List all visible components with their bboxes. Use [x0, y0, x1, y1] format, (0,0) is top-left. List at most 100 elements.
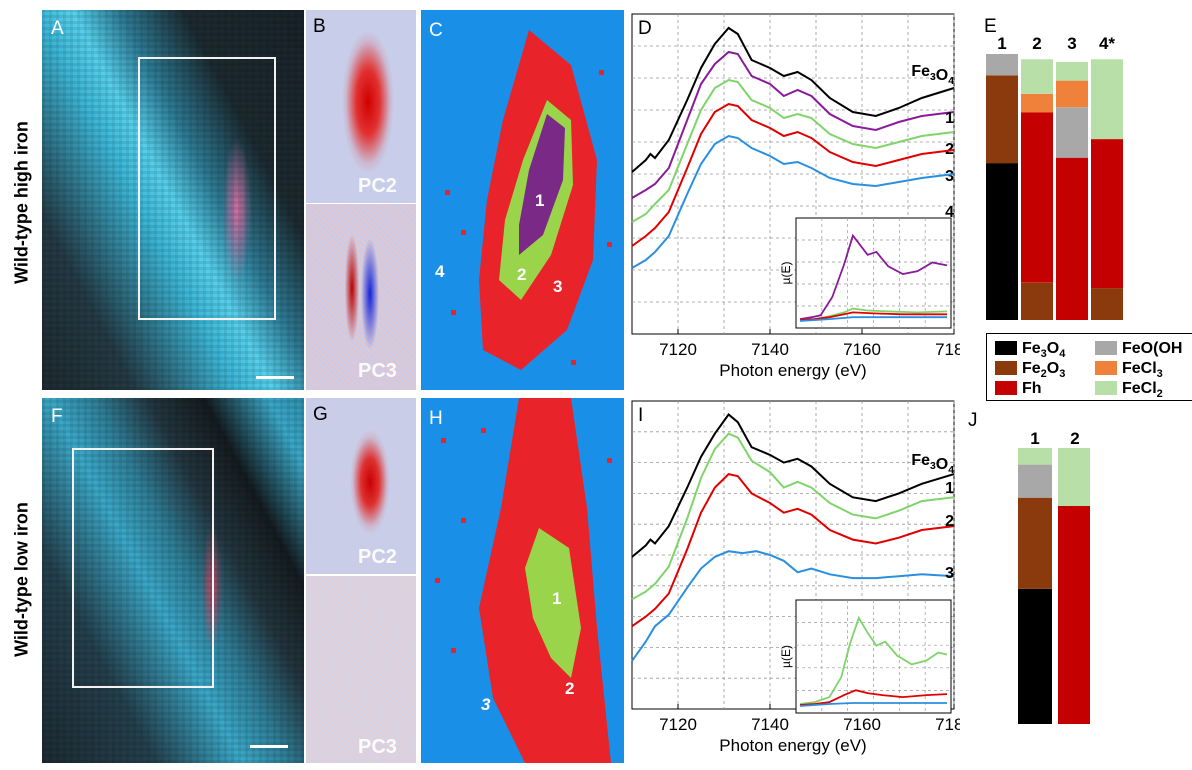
bar-category-label-4*: 4* — [1099, 34, 1115, 53]
bar-segment-3-Fh — [1056, 157, 1088, 320]
x-tick-label: 7160 — [843, 715, 881, 734]
pc3-label-b: PC3 — [358, 360, 397, 382]
bar-segment-2-FeCl2 — [1021, 59, 1053, 94]
pc2-label-b: PC2 — [358, 175, 397, 197]
bar-segment-1-Fe3O4 — [986, 163, 1018, 320]
legend-swatch — [1095, 381, 1117, 395]
roi-box-f — [72, 448, 214, 688]
legend-swatch — [1095, 361, 1117, 375]
bar-category-label-2: 2 — [1070, 429, 1079, 448]
bar-segment-1-FeOOH — [986, 54, 1018, 76]
legend-item-Fe2O3: Fe2O3 — [995, 360, 1065, 380]
bar-category-label-3: 3 — [1067, 34, 1076, 53]
bar-segment-1-Fe2O3 — [1018, 497, 1052, 589]
stacked-bar-chart-e: E 1 2 3 4* — [984, 16, 1123, 320]
panel-letter-b: B — [313, 16, 326, 37]
bar-category-label-2: 2 — [1032, 34, 1041, 53]
region-label-c-3: 3 — [553, 277, 562, 296]
region-label-h-2: 2 — [565, 679, 574, 698]
region-label-c-1: 1 — [535, 191, 544, 210]
x-tick-label: 7120 — [659, 340, 697, 359]
roi-box-a — [138, 57, 276, 320]
bar-category-label-1: 1 — [1030, 429, 1039, 448]
bar-segment-3-FeCl3 — [1056, 80, 1088, 108]
panel-letter-g: G — [313, 404, 328, 425]
bar-segment-3-FeOOH — [1056, 107, 1088, 158]
x-axis-label: Photon energy (eV) — [719, 736, 866, 755]
scale-bar-f — [250, 745, 288, 748]
row-label-high-iron: Wild-type high iron — [11, 121, 32, 284]
bar-segment-1-FeOOH — [1018, 464, 1052, 498]
stacked-bar-chart-j: J 1 2 — [968, 410, 1090, 724]
legend-swatch — [995, 361, 1017, 375]
bar-segment-1-Fe2O3 — [986, 75, 1018, 164]
bar-segment-2-Fh — [1058, 506, 1090, 724]
legend-swatch — [995, 381, 1017, 395]
region-label-h-1: 1 — [552, 589, 561, 608]
inset-spectrum-line-2 — [799, 689, 948, 706]
spectrum-line-2 — [631, 78, 955, 223]
spectrum-line-Fe3O4 — [631, 413, 955, 558]
inset-spectrum-line-3 — [799, 702, 947, 707]
panel-letter-h: H — [429, 408, 443, 429]
legend-item-FeCl3: FeCl3 — [1095, 360, 1163, 380]
bar-segment-1-FeCl2 — [1018, 448, 1052, 465]
series-label-2: 2 — [945, 513, 954, 530]
micrograph-f: F — [42, 398, 304, 763]
panel-letter-f: F — [51, 406, 63, 427]
legend-item-Fe3O4: Fe3O4 — [995, 340, 1065, 360]
series-label-3: 3 — [945, 565, 954, 582]
pc2-label-g: PC2 — [358, 546, 397, 568]
scale-bar-a — [256, 376, 294, 379]
bar-segment-4*-Fe2O3 — [1091, 288, 1123, 320]
pc-map-g-pc3: PC3 — [306, 576, 416, 763]
bar-segment-2-FeCl2 — [1058, 448, 1090, 506]
panel-letter-j: J — [968, 410, 978, 431]
series-label-1: 1 — [945, 110, 954, 127]
pc-map-b-pc3: PC3 — [306, 204, 416, 390]
x-tick-label: 7160 — [843, 340, 881, 359]
series-label-2: 2 — [945, 141, 954, 158]
x-axis-label: Photon energy (eV) — [719, 361, 866, 380]
spectrum-line-1 — [631, 50, 955, 199]
bar-segment-4*-Fh — [1091, 139, 1123, 289]
series-label-4: 4 — [945, 204, 954, 221]
legend-item-Fh: Fh — [995, 380, 1042, 398]
legend-item-FeCl2: FeCl2 — [1095, 380, 1163, 400]
bar-segment-2-FeCl3 — [1021, 93, 1053, 113]
panel-letter-e: E — [984, 16, 997, 37]
pc-map-b-pc2: B PC2 — [306, 10, 416, 203]
series-label-3: 3 — [945, 168, 954, 185]
panel-letter-c: C — [429, 20, 443, 41]
series-label-Fe3O4: Fe3O4 — [911, 63, 954, 87]
region-map-c: 1 2 3 4 C — [421, 10, 624, 390]
bar-category-label-1: 1 — [997, 34, 1006, 53]
bar-segment-3-FeCl2 — [1056, 62, 1088, 81]
x-tick-label: 7180 — [935, 340, 960, 359]
spectra-chart-i: I 7120 7140 7160 7180 Photon energy (eV) Fe3O… — [631, 400, 960, 755]
bar-segment-2-Fe2O3 — [1021, 282, 1053, 320]
x-tick-label: 7140 — [751, 340, 789, 359]
spectrum-line-Fe3O4 — [631, 26, 955, 173]
inset-spectrum-line-4 — [799, 316, 947, 322]
x-tick-label: 7120 — [659, 715, 697, 734]
pc-map-g-pc2: G PC2 — [306, 398, 416, 574]
spectrum-line-1 — [631, 432, 955, 601]
region-label-c-4: 4 — [435, 262, 445, 281]
x-tick-label: 7180 — [935, 715, 960, 734]
bar-segment-2-Fh — [1021, 112, 1053, 283]
legend-swatch — [1095, 341, 1117, 355]
series-label-Fe3O4: Fe3O4 — [911, 452, 954, 476]
inset-y-axis-label: µ(E) — [779, 645, 793, 668]
legend: Fe3O4 FeO(OH Fe2O3 FeCl3 Fh FeCl2 — [986, 333, 1192, 401]
legend-item-FeOOH: FeO(OH — [1095, 340, 1182, 358]
inset-spectrum-line-3 — [799, 311, 947, 321]
row-label-low-iron: Wild-type low iron — [11, 502, 32, 657]
micrograph-a: A — [42, 10, 304, 390]
bar-segment-1-Fe3O4 — [1018, 588, 1052, 724]
spectra-chart-d: D 7120 7140 7160 7180 Photon energy (eV) Fe3O… — [631, 13, 960, 380]
legend-swatch — [995, 341, 1017, 355]
inset-spectrum-line-1 — [799, 233, 948, 320]
region-label-h-3: 3 — [481, 695, 491, 714]
panel-letter-a: A — [51, 18, 64, 39]
